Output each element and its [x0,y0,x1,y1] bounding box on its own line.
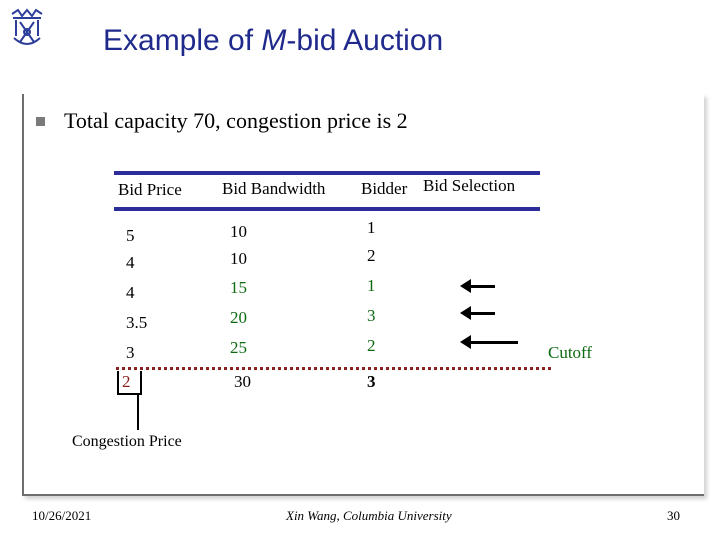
cell-bidder: 1 [367,218,376,237]
footer-date: 10/26/2021 [32,508,92,523]
columbia-logo-icon [11,8,43,45]
cell-bandwidth: 20 [230,308,247,327]
cell-price: 3.5 [126,313,148,332]
cell-bidder: 2 [367,336,376,355]
cell-bidder: 3 [367,306,376,325]
left-arrow-icon [460,306,495,320]
cell-bandwidth: 15 [230,278,247,297]
cell-bidder: 3 [367,372,376,391]
cell-price: 2 [122,372,131,391]
cell-bandwidth: 25 [230,338,247,357]
slide-title: Example of M-bid Auction [103,24,444,57]
congestion-price-box [117,371,142,395]
cell-price: 4 [126,253,135,272]
cell-bandwidth: 10 [230,222,247,241]
cell-price: 5 [126,226,135,245]
cell-price: 4 [126,283,135,302]
content-frame [22,94,704,496]
table-top-rule [114,171,540,175]
cell-price: 3 [126,343,135,362]
left-arrow-icon [460,279,495,293]
cutoff-line [116,367,551,370]
square-bullet-icon [36,117,45,126]
page-number: 30 [667,508,680,523]
footer-author: Xin Wang, Columbia University [286,508,452,523]
table-header-rule [114,207,540,211]
cell-bidder: 2 [367,246,376,265]
congestion-pointer-line [137,393,139,430]
cell-bandwidth: 10 [230,249,247,268]
left-arrow-icon [460,335,518,349]
cutoff-label: Cutoff [548,343,593,362]
header-bid-bandwidth: Bid Bandwidth [222,179,326,198]
cell-bidder: 1 [367,276,376,295]
congestion-price-label: Congestion Price [72,433,182,450]
bullet-text: Total capacity 70, congestion price is 2 [64,108,408,133]
header-bid-price: Bid Price [118,180,182,199]
header-bid-selection: Bid Selection [423,176,516,195]
cell-bandwidth: 30 [234,372,251,391]
header-bidder: Bidder [361,179,408,198]
